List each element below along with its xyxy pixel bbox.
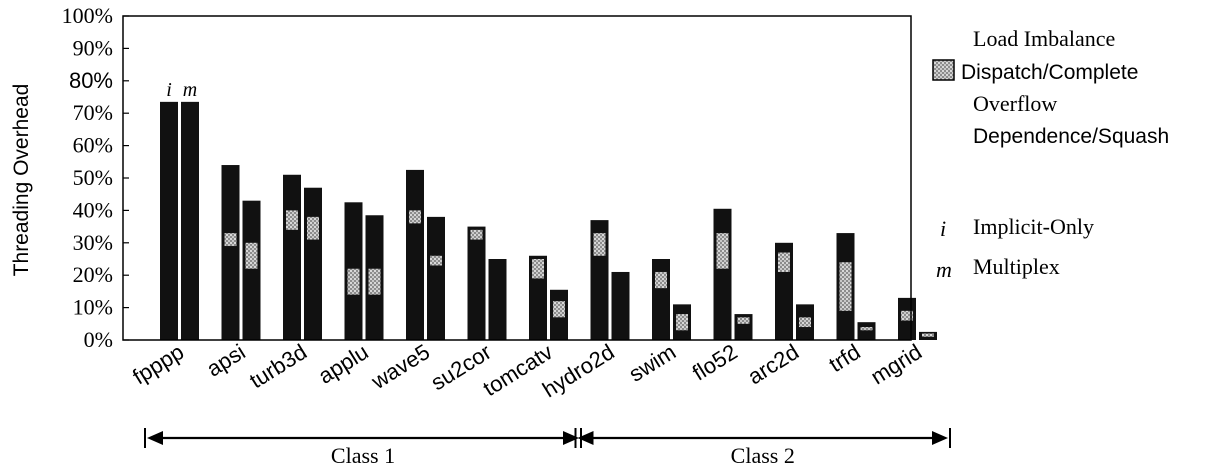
band-apsi-multiplex (245, 242, 258, 269)
dispatch-complete-swatch (932, 59, 955, 81)
y-tick-label: 50% (73, 165, 113, 190)
y-tick-label: 80% (69, 68, 113, 93)
y-tick-label: 60% (73, 133, 113, 158)
bar-wave5-implicit (406, 169, 424, 340)
dispatch-complete-bands (224, 210, 934, 337)
group-arrowhead-right (563, 431, 579, 445)
bar-swim-implicit (652, 259, 670, 340)
band-swim-implicit (655, 271, 667, 289)
x-tick-label-applu: applu (314, 339, 373, 389)
x-tick-label-apsi: apsi (202, 339, 249, 382)
group-arrowhead-left (147, 431, 163, 445)
band-trfd-implicit (839, 262, 852, 311)
legend-key-multiplex-label: Multiplex (973, 254, 1060, 279)
bar-trfd-multiplex (857, 322, 876, 340)
annotation-m: m (183, 79, 197, 101)
band-tomcatv-multiplex (553, 301, 565, 318)
class-groups: Class 1 Class 2 (144, 428, 951, 466)
band-arc2d-multiplex (799, 317, 811, 328)
x-tick-label-swim: swim (624, 339, 680, 387)
y-tick-label: 10% (73, 295, 113, 320)
bar-su2cor-multiplex (488, 259, 507, 340)
y-tick-label: 40% (73, 197, 113, 222)
group-arrowhead-right (932, 431, 948, 445)
x-tick-label-flo52: flo52 (688, 339, 742, 385)
band-swim-multiplex (676, 314, 688, 331)
bar-fpppp-implicit (160, 101, 178, 340)
bar-flo52-implicit (713, 208, 732, 340)
group-label-class-2: Class 2 (731, 443, 795, 466)
bar-fpppp-multiplex (181, 101, 199, 340)
band-wave5-multiplex (430, 255, 442, 266)
band-applu-implicit (347, 268, 360, 295)
legend: Load Imbalance Dispatch/Complete Overflo… (932, 26, 1169, 282)
legend-entry-dependence-squash: Dependence/Squash (973, 125, 1169, 148)
band-applu-multiplex (368, 268, 381, 295)
bars (160, 101, 937, 340)
x-tick-label-arc2d: arc2d (743, 339, 803, 389)
x-tick-label-hydro2d: hydro2d (538, 339, 619, 402)
x-tick-label-wave5: wave5 (366, 339, 434, 394)
band-turb3d-implicit (286, 210, 298, 230)
x-tick-label-mgrid: mgrid (866, 339, 926, 389)
bar-apsi-implicit (221, 165, 240, 340)
y-axis-title: Threading Overhead (10, 84, 33, 277)
x-tick-label-trfd: trfd (824, 339, 864, 377)
y-tick-label: 100% (62, 3, 113, 28)
y-tick-label: 0% (84, 327, 113, 352)
y-tick-label: 90% (73, 35, 113, 60)
band-flo52-implicit (716, 233, 729, 269)
legend-entry-overflow: Overflow (973, 91, 1057, 116)
bar-turb3d-implicit (283, 174, 301, 340)
band-tomcatv-implicit (532, 259, 544, 279)
x-tick-label-turb3d: turb3d (245, 339, 311, 393)
band-turb3d-multiplex (307, 216, 319, 240)
y-tick-label: 30% (73, 230, 113, 255)
band-wave5-implicit (409, 210, 421, 224)
bar-hydro2d-multiplex (611, 271, 630, 340)
plot-frame (122, 15, 912, 341)
band-mgrid-implicit (901, 310, 913, 321)
y-tick-label: 20% (73, 262, 113, 287)
y-tick-label: 70% (73, 100, 113, 125)
bar-apsi-multiplex (242, 200, 261, 340)
band-trfd-multiplex (860, 327, 873, 331)
legend-entry-dispatch-complete: Dispatch/Complete (961, 61, 1138, 84)
band-arc2d-implicit (778, 252, 790, 272)
band-hydro2d-implicit (593, 233, 606, 256)
band-mgrid-multiplex (922, 333, 934, 337)
bar-wave5-multiplex (427, 216, 445, 340)
legend-key-implicit-symbol: i (940, 216, 946, 241)
x-tick-label-fpppp: fpppp (128, 339, 188, 389)
legend-entry-load-imbalance: Load Imbalance (973, 26, 1115, 51)
legend-key-implicit-label: Implicit-Only (973, 214, 1094, 239)
bar-turb3d-multiplex (304, 187, 322, 340)
group-label-class-1: Class 1 (331, 443, 395, 466)
band-su2cor-implicit (470, 229, 483, 240)
legend-key-multiplex-symbol: m (936, 257, 952, 282)
annotation-i: i (166, 79, 172, 101)
bar-su2cor-implicit (467, 226, 486, 340)
band-flo52-multiplex (737, 317, 750, 324)
group-arrowhead-left (577, 431, 594, 445)
band-apsi-implicit (224, 233, 237, 247)
y-axis-ticks: 0% 10% 20% 30% 40% 50% 60% 70% 80% 90% 100% (62, 3, 129, 352)
